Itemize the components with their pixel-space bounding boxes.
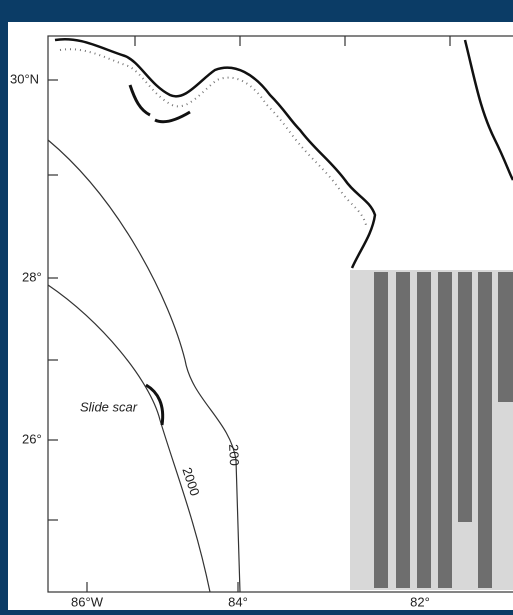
lon-label: 82°: [410, 594, 430, 609]
ticks: [48, 36, 451, 592]
frame: [47, 35, 513, 593]
lon-label: 84°: [228, 594, 248, 609]
annotation: Slide scar: [80, 399, 138, 414]
bays: [128, 84, 191, 124]
contour-200: [47, 139, 241, 593]
lat-label: 26°: [22, 431, 42, 446]
core-columns: [374, 272, 513, 588]
coastline: [54, 37, 377, 269]
contour-2000: [47, 284, 211, 593]
contour-label: 200: [226, 444, 242, 466]
lat-label: 28°: [22, 269, 42, 284]
lat-label: 30°N: [10, 71, 39, 86]
slide-scar: [145, 383, 165, 426]
lon-label: 86°W: [71, 594, 104, 609]
east-coast: [463, 39, 513, 181]
